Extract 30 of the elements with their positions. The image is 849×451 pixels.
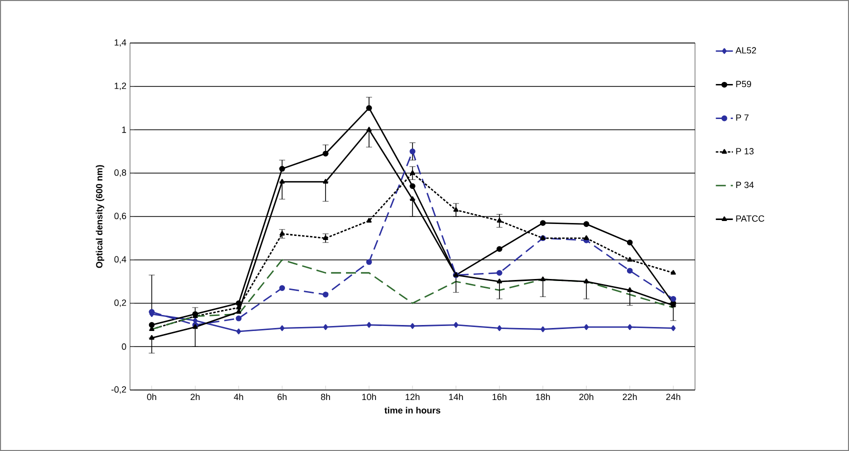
y-tick-label: 0,4 (114, 256, 126, 264)
x-tick-label: 4h (234, 394, 244, 400)
y-tick-label: 1 (122, 126, 126, 133)
y-tick-label: 1,2 (114, 82, 126, 90)
legend-label: AL52 (736, 47, 756, 54)
legend-label: P 13 (736, 148, 754, 154)
x-tick-label: 0h (147, 394, 156, 400)
x-tick-label: 24h (666, 394, 680, 400)
y-tick-label: 0,2 (114, 300, 126, 307)
x-axis-title: time in hours (384, 406, 440, 414)
legend-label: P59 (736, 80, 752, 88)
x-tick-label: 10h (362, 394, 376, 400)
y-tick-label: -0,2 (111, 386, 126, 394)
y-tick-label: 0,6 (114, 212, 126, 220)
legend-label: P 7 (736, 114, 749, 121)
legend-label: P 34 (736, 182, 754, 188)
y-axis-title: Optical density (600 nm) (96, 165, 104, 268)
x-tick-label: 16h (492, 394, 506, 400)
x-tick-label: 18h (536, 394, 550, 400)
x-tick-label: 20h (579, 394, 594, 400)
x-tick-label: 14h (449, 394, 463, 400)
x-tick-label: 12h (406, 394, 420, 400)
y-tick-label: 0,8 (114, 169, 126, 177)
y-tick-label: 0 (122, 343, 126, 350)
x-tick-label: 2h (190, 394, 200, 400)
x-tick-label: 22h (622, 394, 637, 400)
x-tick-label: 8h (320, 394, 330, 400)
x-tick-label: 6h (278, 394, 287, 400)
legend-label: PATCC (736, 215, 764, 222)
y-tick-label: 1,4 (114, 39, 126, 47)
